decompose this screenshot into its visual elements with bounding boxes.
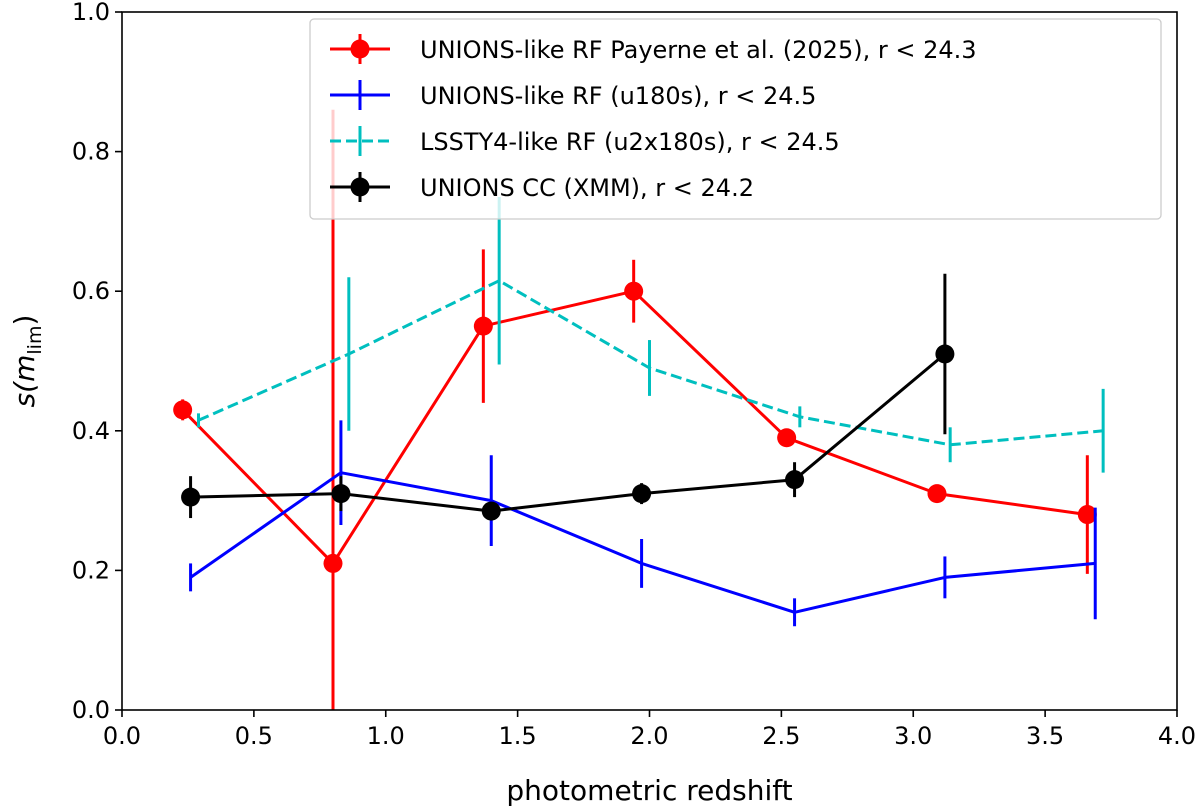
y-tick-label: 0.0 [72, 696, 110, 724]
series-1 [189, 420, 1097, 627]
x-tick-label: 0.0 [103, 722, 141, 750]
plot-area: 0.0 0.5 1.0 1.5 2.0 2.5 3.0 3.5 4.0 0.0 0.2 0.4 0.6… [72, 0, 1196, 750]
series-line [181, 289, 1088, 565]
y-tick-label: 0.8 [72, 138, 110, 166]
y-axis-label-close: ) [8, 315, 41, 326]
x-axis-ticks: 0.0 0.5 1.0 1.5 2.0 2.5 3.0 3.5 4.0 [103, 710, 1196, 750]
legend-marker [350, 39, 370, 59]
y-tick-label: 1.0 [72, 0, 110, 26]
legend-entry: UNIONS-like RF Payerne et al. (2025), r … [330, 34, 977, 64]
y-tick-label: 0.4 [72, 417, 110, 445]
data-point [173, 400, 193, 420]
x-axis-label: photometric redshift [506, 774, 792, 807]
legend-label: UNIONS CC (XMM), r < 24.2 [420, 174, 754, 202]
x-tick-label: 3.0 [894, 722, 932, 750]
data-point [181, 487, 201, 507]
data-point [323, 553, 343, 573]
data-point [481, 501, 501, 521]
x-tick-label: 0.5 [235, 722, 273, 750]
legend-label: LSSTY4-like RF (u2x180s), r < 24.5 [420, 128, 840, 156]
y-axis-label-main: s(m [8, 355, 41, 408]
legend-entries: UNIONS-like RF Payerne et al. (2025), r … [330, 34, 977, 202]
legend-entry: UNIONS-like RF (u180s), r < 24.5 [330, 80, 816, 110]
legend-box [309, 18, 1162, 220]
legend: UNIONS-like RF Payerne et al. (2025), r … [309, 18, 1162, 220]
series-line [190, 352, 946, 513]
x-tick-label: 1.5 [499, 722, 537, 750]
legend-marker [350, 177, 370, 197]
data-point [935, 344, 955, 364]
data-point [632, 484, 652, 504]
x-tick-label: 3.5 [1026, 722, 1064, 750]
y-axis-ticks: 0.0 0.2 0.4 0.6 0.8 1.0 [72, 0, 122, 724]
y-axis-label-sub: lim [24, 326, 46, 355]
series-2 [196, 196, 1105, 473]
y-tick-label: 0.6 [72, 277, 110, 305]
data-point [785, 470, 805, 490]
data-point [927, 484, 947, 504]
legend-label: UNIONS-like RF Payerne et al. (2025), r … [420, 36, 977, 64]
x-tick-label: 2.0 [630, 722, 668, 750]
legend-entry: LSSTY4-like RF (u2x180s), r < 24.5 [330, 126, 840, 156]
data-point [1077, 505, 1097, 525]
x-tick-label: 1.0 [367, 722, 405, 750]
y-axis-label: s(mlim) [8, 315, 46, 408]
data-point [624, 281, 644, 301]
legend-label: UNIONS-like RF (u180s), r < 24.5 [420, 82, 816, 110]
y-tick-label: 0.2 [72, 556, 110, 584]
x-tick-label: 2.5 [762, 722, 800, 750]
legend-entry: UNIONS CC (XMM), r < 24.2 [330, 172, 754, 202]
data-point [777, 428, 797, 448]
data-point [473, 316, 493, 336]
series-3 [181, 273, 955, 521]
x-tick-label: 4.0 [1158, 722, 1196, 750]
data-point [331, 484, 351, 504]
